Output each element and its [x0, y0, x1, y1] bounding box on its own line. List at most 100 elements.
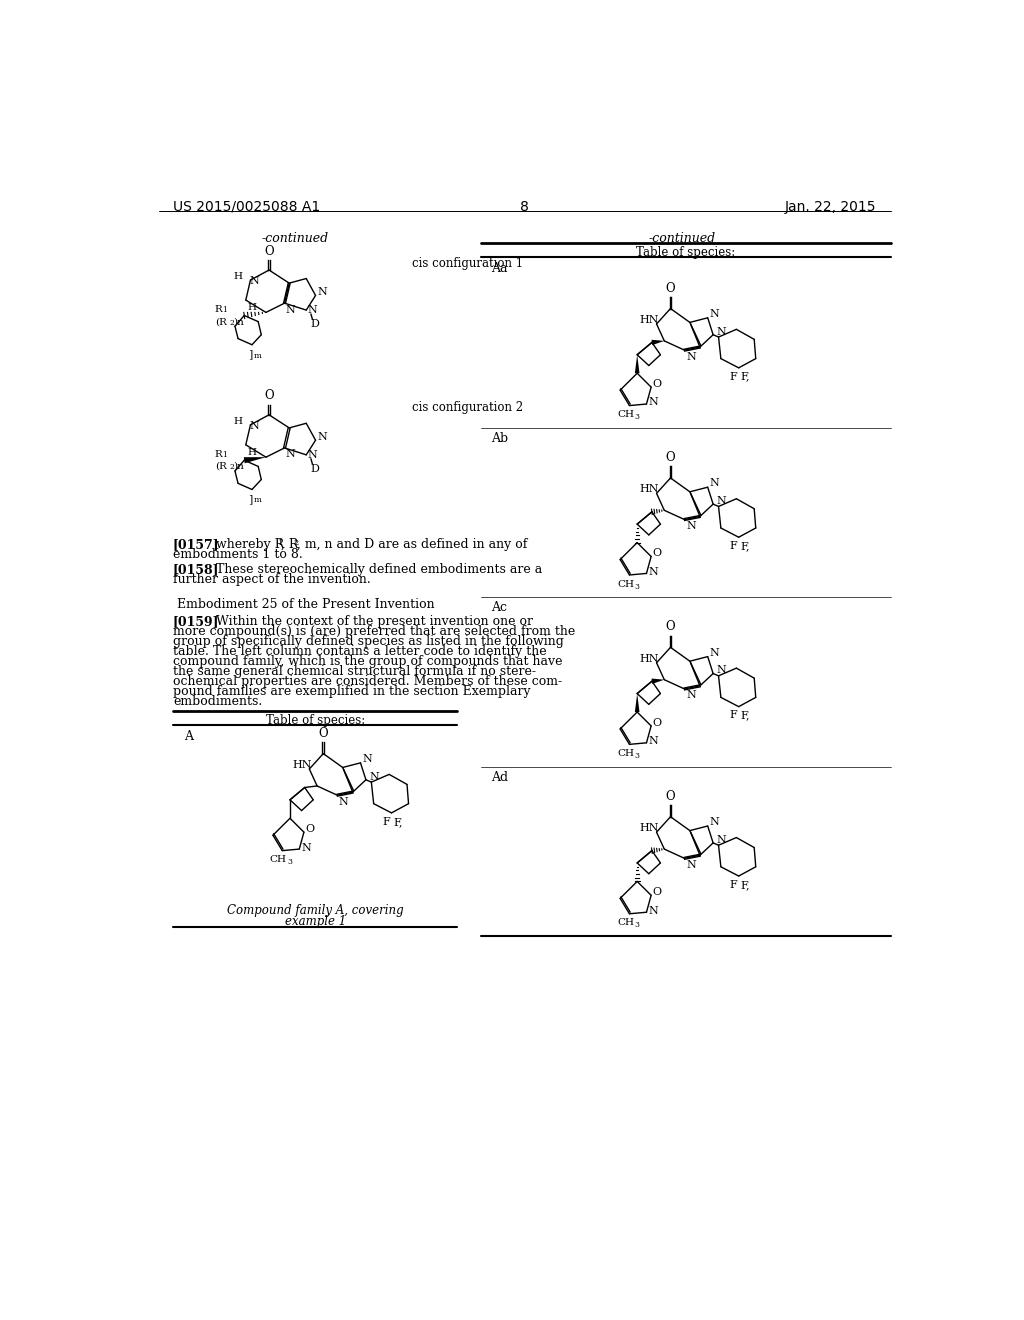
Text: Table of species:: Table of species:	[636, 246, 735, 259]
Text: N: N	[649, 737, 658, 746]
Text: 2: 2	[293, 539, 298, 546]
Text: D: D	[311, 319, 319, 329]
Text: N: N	[250, 421, 259, 430]
Text: N: N	[716, 834, 726, 845]
Text: F: F	[729, 541, 737, 550]
Text: ochemical properties are considered. Members of these com-: ochemical properties are considered. Mem…	[173, 675, 562, 688]
Text: further aspect of the invention.: further aspect of the invention.	[173, 573, 371, 586]
Text: Ab: Ab	[490, 432, 508, 445]
Text: H: H	[248, 304, 257, 313]
Text: ]: ]	[248, 494, 253, 504]
Text: Table of species:: Table of species:	[266, 714, 366, 727]
Text: 3: 3	[635, 582, 640, 590]
Text: CH: CH	[617, 411, 634, 420]
Text: CH: CH	[617, 579, 634, 589]
Text: 2: 2	[229, 318, 234, 326]
Text: N: N	[362, 754, 372, 764]
Text: N: N	[649, 566, 658, 577]
Text: F: F	[729, 880, 737, 890]
Text: N: N	[302, 842, 311, 853]
Text: Compound family A, covering: Compound family A, covering	[227, 904, 403, 917]
Text: Aa: Aa	[490, 263, 507, 276]
Text: N: N	[250, 276, 259, 286]
Text: CH: CH	[617, 748, 634, 758]
Polygon shape	[244, 457, 266, 463]
Text: embodiments 1 to 8.: embodiments 1 to 8.	[173, 548, 303, 561]
Text: )n: )n	[233, 317, 245, 326]
Polygon shape	[635, 693, 640, 711]
Text: N: N	[710, 478, 719, 488]
Text: 8: 8	[520, 199, 529, 214]
Text: O: O	[652, 718, 662, 727]
Text: the same general chemical structural formula if no stere-: the same general chemical structural for…	[173, 665, 536, 678]
Text: O: O	[652, 379, 662, 389]
Text: , R: , R	[282, 539, 299, 550]
Text: O: O	[652, 548, 662, 558]
Text: -continued: -continued	[261, 232, 328, 246]
Text: F,: F,	[740, 880, 750, 890]
Text: HN: HN	[640, 315, 659, 325]
Text: HN: HN	[640, 484, 659, 495]
Polygon shape	[635, 355, 640, 374]
Text: example 1: example 1	[285, 915, 346, 928]
Text: F,: F,	[740, 372, 750, 381]
Text: [0158]: [0158]	[173, 562, 219, 576]
Text: whereby R: whereby R	[216, 539, 284, 550]
Text: 3: 3	[288, 858, 293, 866]
Text: N: N	[308, 305, 317, 315]
Text: H: H	[233, 417, 243, 426]
Text: ]: ]	[248, 350, 253, 359]
Text: F,: F,	[393, 817, 402, 826]
Text: 3: 3	[635, 413, 640, 421]
Text: Embodiment 25 of the Present Invention: Embodiment 25 of the Present Invention	[177, 598, 435, 611]
Text: N: N	[286, 449, 295, 459]
Text: O: O	[318, 727, 328, 739]
Text: [0157]: [0157]	[173, 539, 219, 550]
Text: N: N	[716, 496, 726, 506]
Text: N: N	[686, 351, 695, 362]
Text: (R: (R	[215, 317, 226, 326]
Polygon shape	[651, 339, 665, 345]
Text: F: F	[729, 372, 737, 381]
Text: group of specifically defined species as listed in the following: group of specifically defined species as…	[173, 635, 564, 648]
Text: cis configuration 1: cis configuration 1	[413, 257, 523, 271]
Text: O: O	[264, 244, 273, 257]
Text: O: O	[264, 389, 273, 403]
Text: N: N	[686, 521, 695, 531]
Text: Within the context of the present invention one or: Within the context of the present invent…	[216, 615, 532, 628]
Text: H: H	[248, 447, 257, 457]
Text: 1: 1	[222, 451, 227, 459]
Text: N: N	[686, 859, 695, 870]
Text: , m, n and D are as defined in any of: , m, n and D are as defined in any of	[297, 539, 527, 550]
Text: F,: F,	[740, 541, 750, 550]
Text: O: O	[666, 451, 675, 465]
Text: N: N	[308, 450, 317, 459]
Text: -continued: -continued	[648, 232, 716, 246]
Text: N: N	[339, 797, 348, 807]
Text: table. The left column contains a letter code to identify the: table. The left column contains a letter…	[173, 645, 547, 659]
Text: HN: HN	[640, 653, 659, 664]
Text: HN: HN	[640, 824, 659, 833]
Text: F: F	[382, 817, 390, 826]
Text: 3: 3	[635, 752, 640, 760]
Text: N: N	[710, 648, 719, 657]
Text: 3: 3	[635, 921, 640, 929]
Text: O: O	[666, 281, 675, 294]
Text: D: D	[311, 465, 319, 474]
Text: 1: 1	[278, 539, 283, 546]
Text: N: N	[317, 288, 327, 297]
Text: R: R	[215, 450, 222, 458]
Text: US 2015/0025088 A1: US 2015/0025088 A1	[173, 199, 321, 214]
Text: N: N	[710, 309, 719, 319]
Text: O: O	[652, 887, 662, 898]
Text: A: A	[183, 730, 193, 743]
Text: 1: 1	[222, 306, 227, 314]
Text: CH: CH	[270, 855, 287, 865]
Text: N: N	[369, 772, 379, 781]
Text: HN: HN	[292, 760, 311, 770]
Text: N: N	[649, 906, 658, 916]
Text: 2: 2	[229, 463, 234, 471]
Text: N: N	[686, 690, 695, 701]
Text: m: m	[254, 351, 261, 359]
Text: CH: CH	[617, 919, 634, 928]
